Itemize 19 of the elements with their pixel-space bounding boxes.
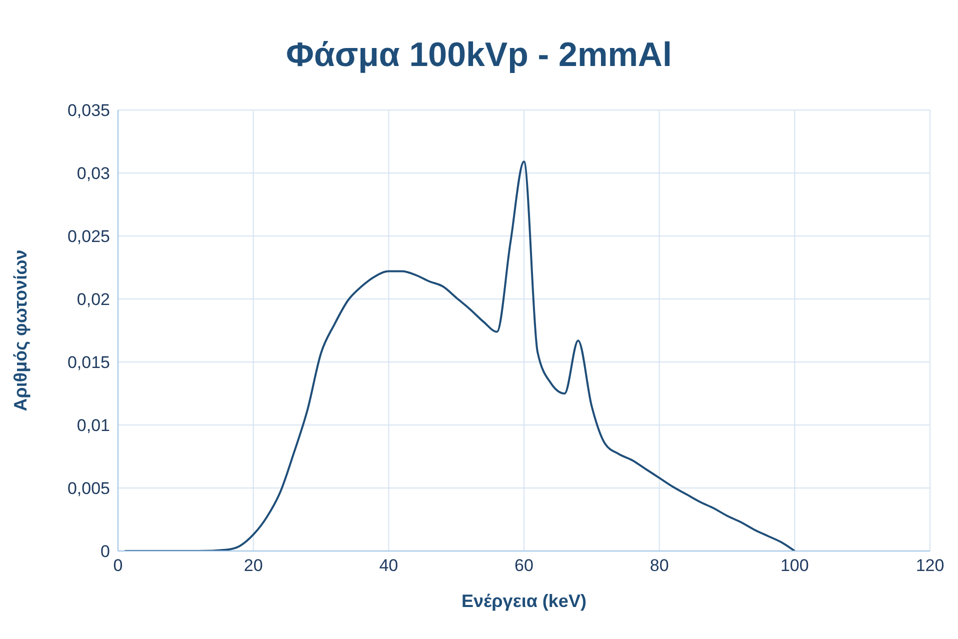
y-tick-label: 0,005 [67,479,110,498]
y-tick-label: 0,015 [67,353,110,372]
x-tick-label: 80 [650,556,669,576]
y-tick-label: 0,01 [76,416,110,436]
x-tick-label: 60 [514,556,534,576]
x-tick-label: 120 [916,556,944,576]
y-tick-label: 0,035 [67,101,110,120]
line-series [124,160,796,551]
x-tick-label: 100 [780,556,809,576]
y-tick-label: 0,02 [76,290,110,310]
x-axis-title: Ενέργεια (keV) [462,591,586,611]
y-axis-title: Αριθμός φωτονίων [10,250,30,412]
x-tick-label: 40 [379,556,398,576]
x-tick-label: 20 [244,556,263,576]
x-tick-label: 0 [113,556,123,576]
y-tick-label: 0,025 [67,227,110,246]
y-tick-label: 0,03 [76,164,110,184]
chart-title: Φάσμα 100kVp - 2mmAl [285,35,673,76]
y-tick-label: 0 [100,542,110,562]
